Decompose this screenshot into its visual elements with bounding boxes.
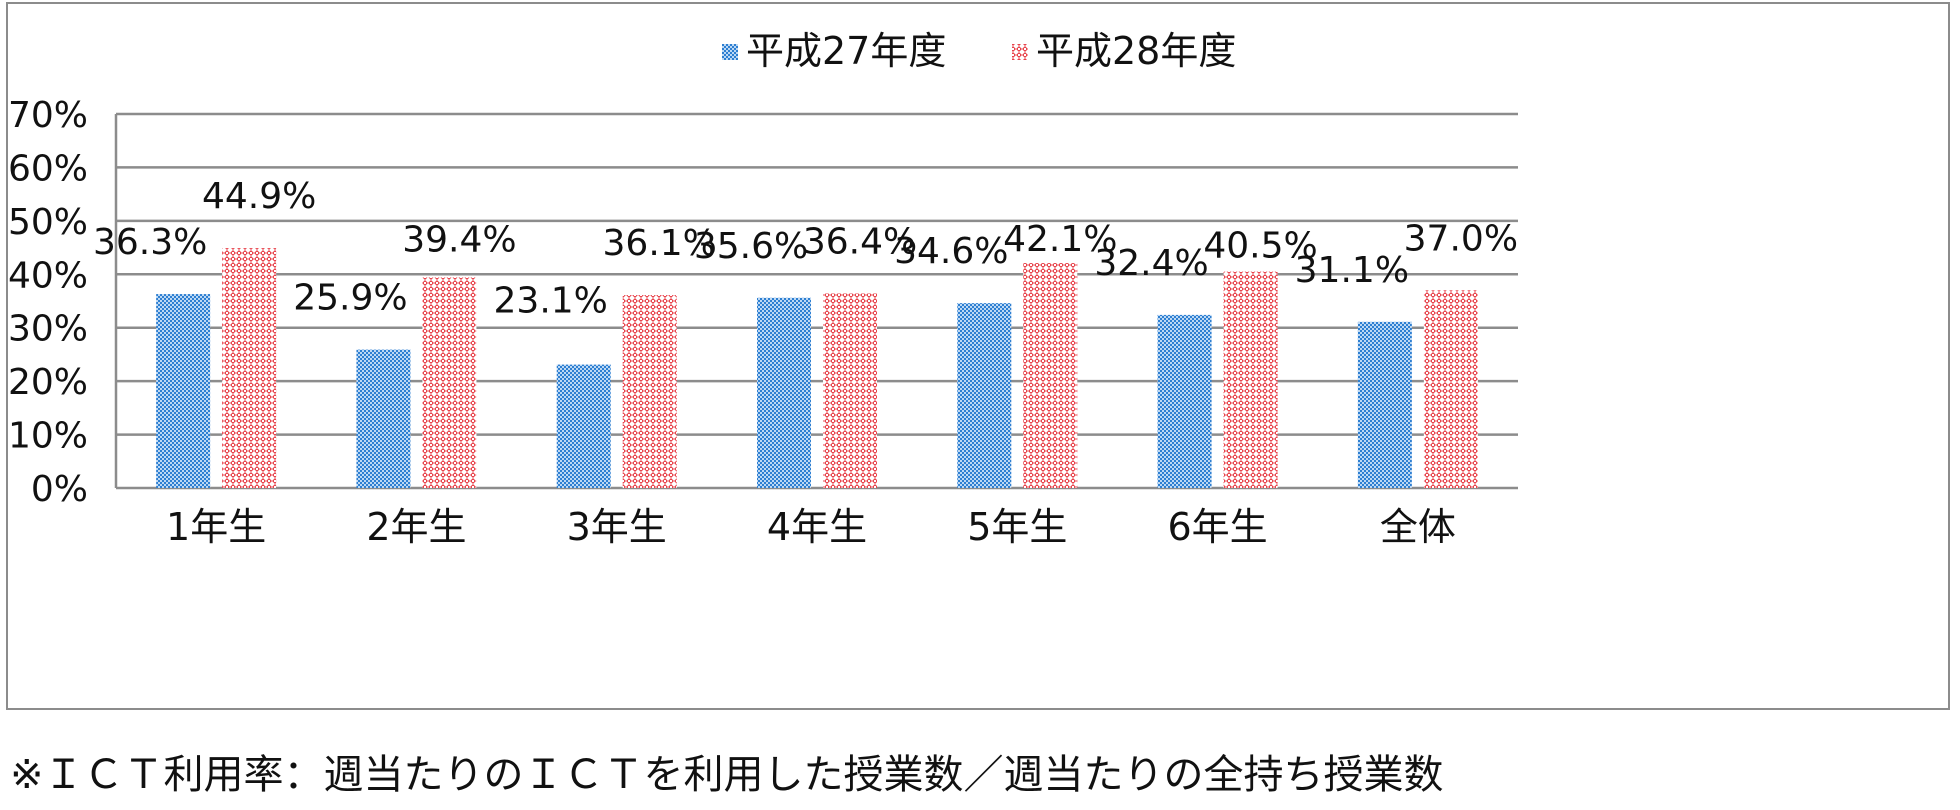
- gridlines: [114, 112, 1518, 490]
- x-category-label: 2年生: [366, 505, 466, 549]
- data-label: 32.4%: [1094, 243, 1208, 284]
- data-label: 34.6%: [894, 231, 1008, 272]
- data-label: 44.9%: [202, 176, 316, 217]
- x-category-label: 全体: [1380, 505, 1456, 549]
- data-label: 35.6%: [694, 226, 808, 267]
- x-category-label: 4年生: [767, 505, 867, 549]
- y-tick-label: 10%: [8, 416, 88, 457]
- bar-chart: 0%10%20%30%40%50%60%70% 36.3%44.9%25.9%3…: [8, 29, 1518, 549]
- bars: [156, 248, 1478, 488]
- legend-swatch: [722, 44, 738, 60]
- data-label: 31.1%: [1295, 250, 1409, 291]
- data-labels: 36.3% 44.9% 25.9% 39.4% 23.1% 36.1%35.6%36.4%…: [93, 176, 1518, 321]
- bar-h27-6: [1357, 321, 1412, 488]
- data-label: 36.1%: [603, 223, 717, 264]
- y-tick-label: 20%: [8, 362, 88, 403]
- bar-h28-5: [1223, 271, 1278, 488]
- data-label: 25.9%: [293, 278, 407, 319]
- y-tick-label: 50%: [8, 202, 88, 243]
- y-tick-label: 60%: [8, 148, 88, 189]
- footnote: ※ＩＣＴ利用率：週当たりのＩＣＴを利用した授業数／週当たりの全持ち授業数: [10, 752, 1444, 798]
- legend-label: 平成27年度: [746, 29, 946, 73]
- bar-h28-3: [823, 293, 877, 488]
- y-tick-label: 70%: [8, 95, 88, 136]
- y-tick-label: 30%: [8, 309, 88, 350]
- data-label: 42.1%: [1003, 219, 1117, 260]
- x-category-label: 6年生: [1167, 505, 1267, 549]
- bar-h28-2: [622, 295, 677, 488]
- x-axis-categories: 1年生 2年生 3年生 4年生 5年生 6年生 全体: [166, 505, 1456, 549]
- data-label: 36.4%: [803, 222, 917, 263]
- bar-h27-0: [156, 294, 211, 488]
- x-category-label: 3年生: [567, 505, 667, 549]
- bar-h28-1: [422, 277, 477, 488]
- data-label: 39.4%: [402, 219, 516, 260]
- data-label: 23.1%: [494, 281, 608, 322]
- legend-label: 平成28年度: [1036, 29, 1236, 73]
- bar-h28-4: [1023, 263, 1078, 488]
- bar-h28-6: [1423, 290, 1478, 488]
- data-label: 37.0%: [1404, 218, 1518, 259]
- bar-h27-3: [757, 297, 811, 488]
- y-axis-ticks: 0% 10% 20% 30% 40% 50% 60% 70%: [8, 95, 88, 510]
- legend: 平成27年度 平成28年度: [722, 29, 1236, 73]
- x-category-label: 5年生: [967, 505, 1067, 549]
- bar-h27-4: [957, 303, 1012, 488]
- chart-frame: 0% 10% 20% 30% 40% 50% 60% 70% 36.3% 44.9% 25.9% 3…: [6, 2, 1950, 710]
- y-tick-label: 40%: [8, 255, 88, 296]
- x-category-label: 1年生: [166, 505, 266, 549]
- bar-h27-1: [356, 349, 411, 488]
- data-label: 36.3%: [93, 222, 207, 263]
- y-tick-label: 0%: [31, 469, 88, 510]
- bar-h27-2: [556, 364, 611, 488]
- bar-h27-5: [1157, 314, 1212, 488]
- bar-h28-0: [222, 248, 277, 488]
- legend-swatch: [1012, 44, 1028, 60]
- data-label: 40.5%: [1203, 226, 1317, 267]
